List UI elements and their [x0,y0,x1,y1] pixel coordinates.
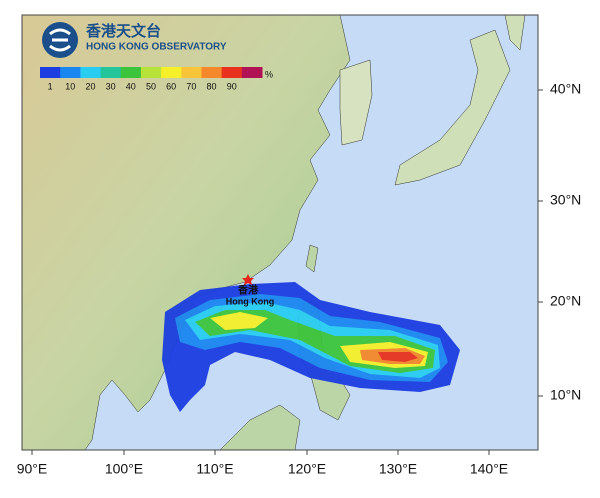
legend-label: 1 [48,81,53,91]
lat-label: 30°N [550,192,581,208]
legend-label: 90 [227,81,237,91]
legend-swatch [60,67,81,78]
legend-label: 10 [65,81,75,91]
hk-marker [242,274,254,285]
borneo [219,404,301,450]
legend-swatch [181,67,202,78]
legend-label: 60 [166,81,176,91]
legend-swatch [120,67,142,78]
legend-swatch [241,67,263,78]
logo-title-en: HONG KONG OBSERVATORY [86,42,227,53]
legend-swatch [140,67,162,78]
lon-label: 100°E [105,461,143,477]
axes: 90°E 100°E 110°E 120°E 130°E 140°E 40°N 30°N 20°… [17,81,582,477]
probability-swath [162,282,460,412]
lon-label: 110°E [196,461,233,477]
legend: 1 10 20 30 40 50 60 70 80 90% [40,67,273,91]
legend-swatch [40,67,61,78]
swath-90 [378,352,418,362]
legend-label: 80 [207,81,217,91]
logo-mark [49,28,71,52]
legend-label: 50 [146,81,156,91]
legend-label: 70 [186,81,196,91]
hk-label-zh: 香港 [238,284,259,297]
legend-swatch [80,67,102,78]
lon-label: 140°E [470,461,508,477]
japan [394,29,511,186]
legend-unit: % [265,69,273,79]
korea [339,59,373,146]
lon-label: 120°E [288,461,326,477]
legend-swatch [221,67,243,78]
legend-swatch [100,67,122,78]
map: 香港 Hong Kong [22,15,538,450]
legend-label: 30 [106,81,116,91]
sakhalin [504,15,526,51]
legend-label: 20 [85,81,95,91]
map-frame [21,14,539,451]
legend-label: 40 [126,81,136,91]
lat-label: 40°N [550,81,581,97]
legend-swatch [161,67,182,78]
logo: 香港天文台 HONG KONG OBSERVATORY [42,22,227,58]
lat-label: 20°N [550,293,581,309]
taiwan [305,244,319,273]
logo-title-zh: 香港天文台 [86,22,161,40]
hk-label-en: Hong Kong [226,296,275,306]
lon-label: 90°E [17,461,48,477]
lat-label: 10°N [550,387,581,403]
lon-label: 130°E [379,461,417,477]
legend-swatch [201,67,223,78]
